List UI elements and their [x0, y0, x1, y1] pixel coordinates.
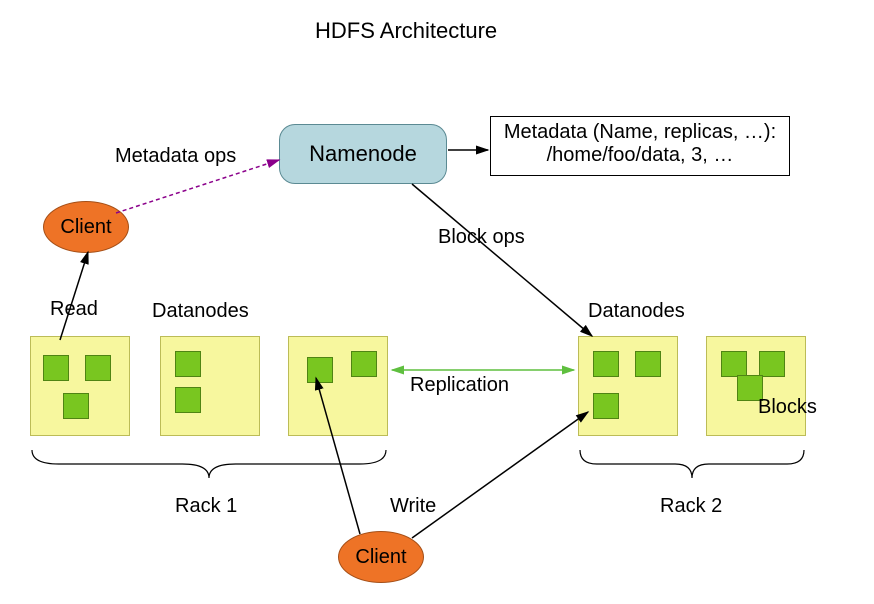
- block: [635, 351, 661, 377]
- datanode-dn5: [706, 336, 806, 436]
- metadata-box: Metadata (Name, replicas, …): /home/foo/…: [490, 116, 790, 176]
- namenode-label: Namenode: [309, 141, 417, 167]
- block: [351, 351, 377, 377]
- diagram-stage: HDFS Architecture Namenode Metadata (Nam…: [0, 0, 874, 604]
- diagram-title: HDFS Architecture: [315, 18, 497, 44]
- datanode-dn3: [288, 336, 388, 436]
- client-bottom: Client: [338, 531, 424, 583]
- metadata-line1: Metadata (Name, replicas, …):: [504, 121, 776, 144]
- label-metadata-ops: Metadata ops: [115, 145, 236, 168]
- datanode-dn1: [30, 336, 130, 436]
- label-rack2: Rack 2: [660, 495, 722, 518]
- block: [175, 351, 201, 377]
- block: [759, 351, 785, 377]
- client-top: Client: [43, 201, 129, 253]
- label-block-ops: Block ops: [438, 226, 525, 249]
- label-rack1: Rack 1: [175, 495, 237, 518]
- arrow-namenode-to-dn4: [412, 184, 592, 336]
- label-datanodes-1: Datanodes: [152, 300, 249, 323]
- namenode: Namenode: [279, 124, 447, 184]
- datanode-dn4: [578, 336, 678, 436]
- block: [85, 355, 111, 381]
- block: [593, 393, 619, 419]
- arrow-write-dn4: [412, 412, 588, 538]
- block: [721, 351, 747, 377]
- block: [43, 355, 69, 381]
- label-read: Read: [50, 298, 98, 321]
- brace-rack1: [32, 450, 386, 478]
- arrow-read-arrow: [60, 252, 88, 340]
- label-write: Write: [390, 495, 436, 518]
- metadata-line2: /home/foo/data, 3, …: [547, 144, 734, 167]
- label-datanodes-2: Datanodes: [588, 300, 685, 323]
- block: [307, 357, 333, 383]
- block: [593, 351, 619, 377]
- arrows-overlay: [0, 0, 874, 604]
- datanode-dn2: [160, 336, 260, 436]
- block: [63, 393, 89, 419]
- label-blocks: Blocks: [758, 396, 817, 419]
- block: [175, 387, 201, 413]
- label-replication: Replication: [410, 374, 509, 397]
- brace-rack2: [580, 450, 804, 478]
